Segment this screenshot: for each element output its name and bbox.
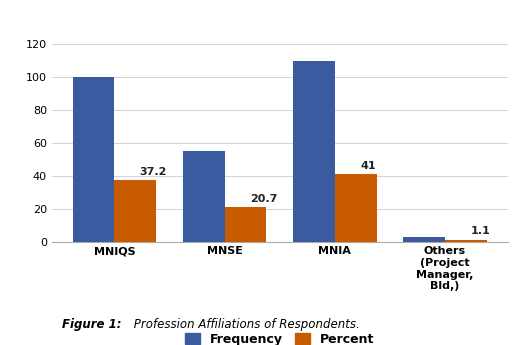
Bar (293, 60, 335, 241)
Bar (403, 237, 445, 241)
Text: 37.2: 37.2 (140, 167, 167, 177)
Text: 1.1: 1.1 (470, 226, 490, 236)
Bar (225, 207, 266, 242)
Bar (73, 77, 114, 242)
Text: Figure 1:: Figure 1: (62, 318, 122, 331)
Legend: Frequency, Percent: Frequency, Percent (181, 329, 379, 345)
Text: 20.7: 20.7 (250, 194, 277, 204)
Bar (114, 180, 156, 241)
Bar (183, 151, 225, 242)
Bar (335, 174, 377, 242)
Text: Profession Affiliations of Respondents.: Profession Affiliations of Respondents. (130, 318, 359, 331)
Text: 41: 41 (360, 161, 376, 171)
Bar (445, 240, 487, 241)
